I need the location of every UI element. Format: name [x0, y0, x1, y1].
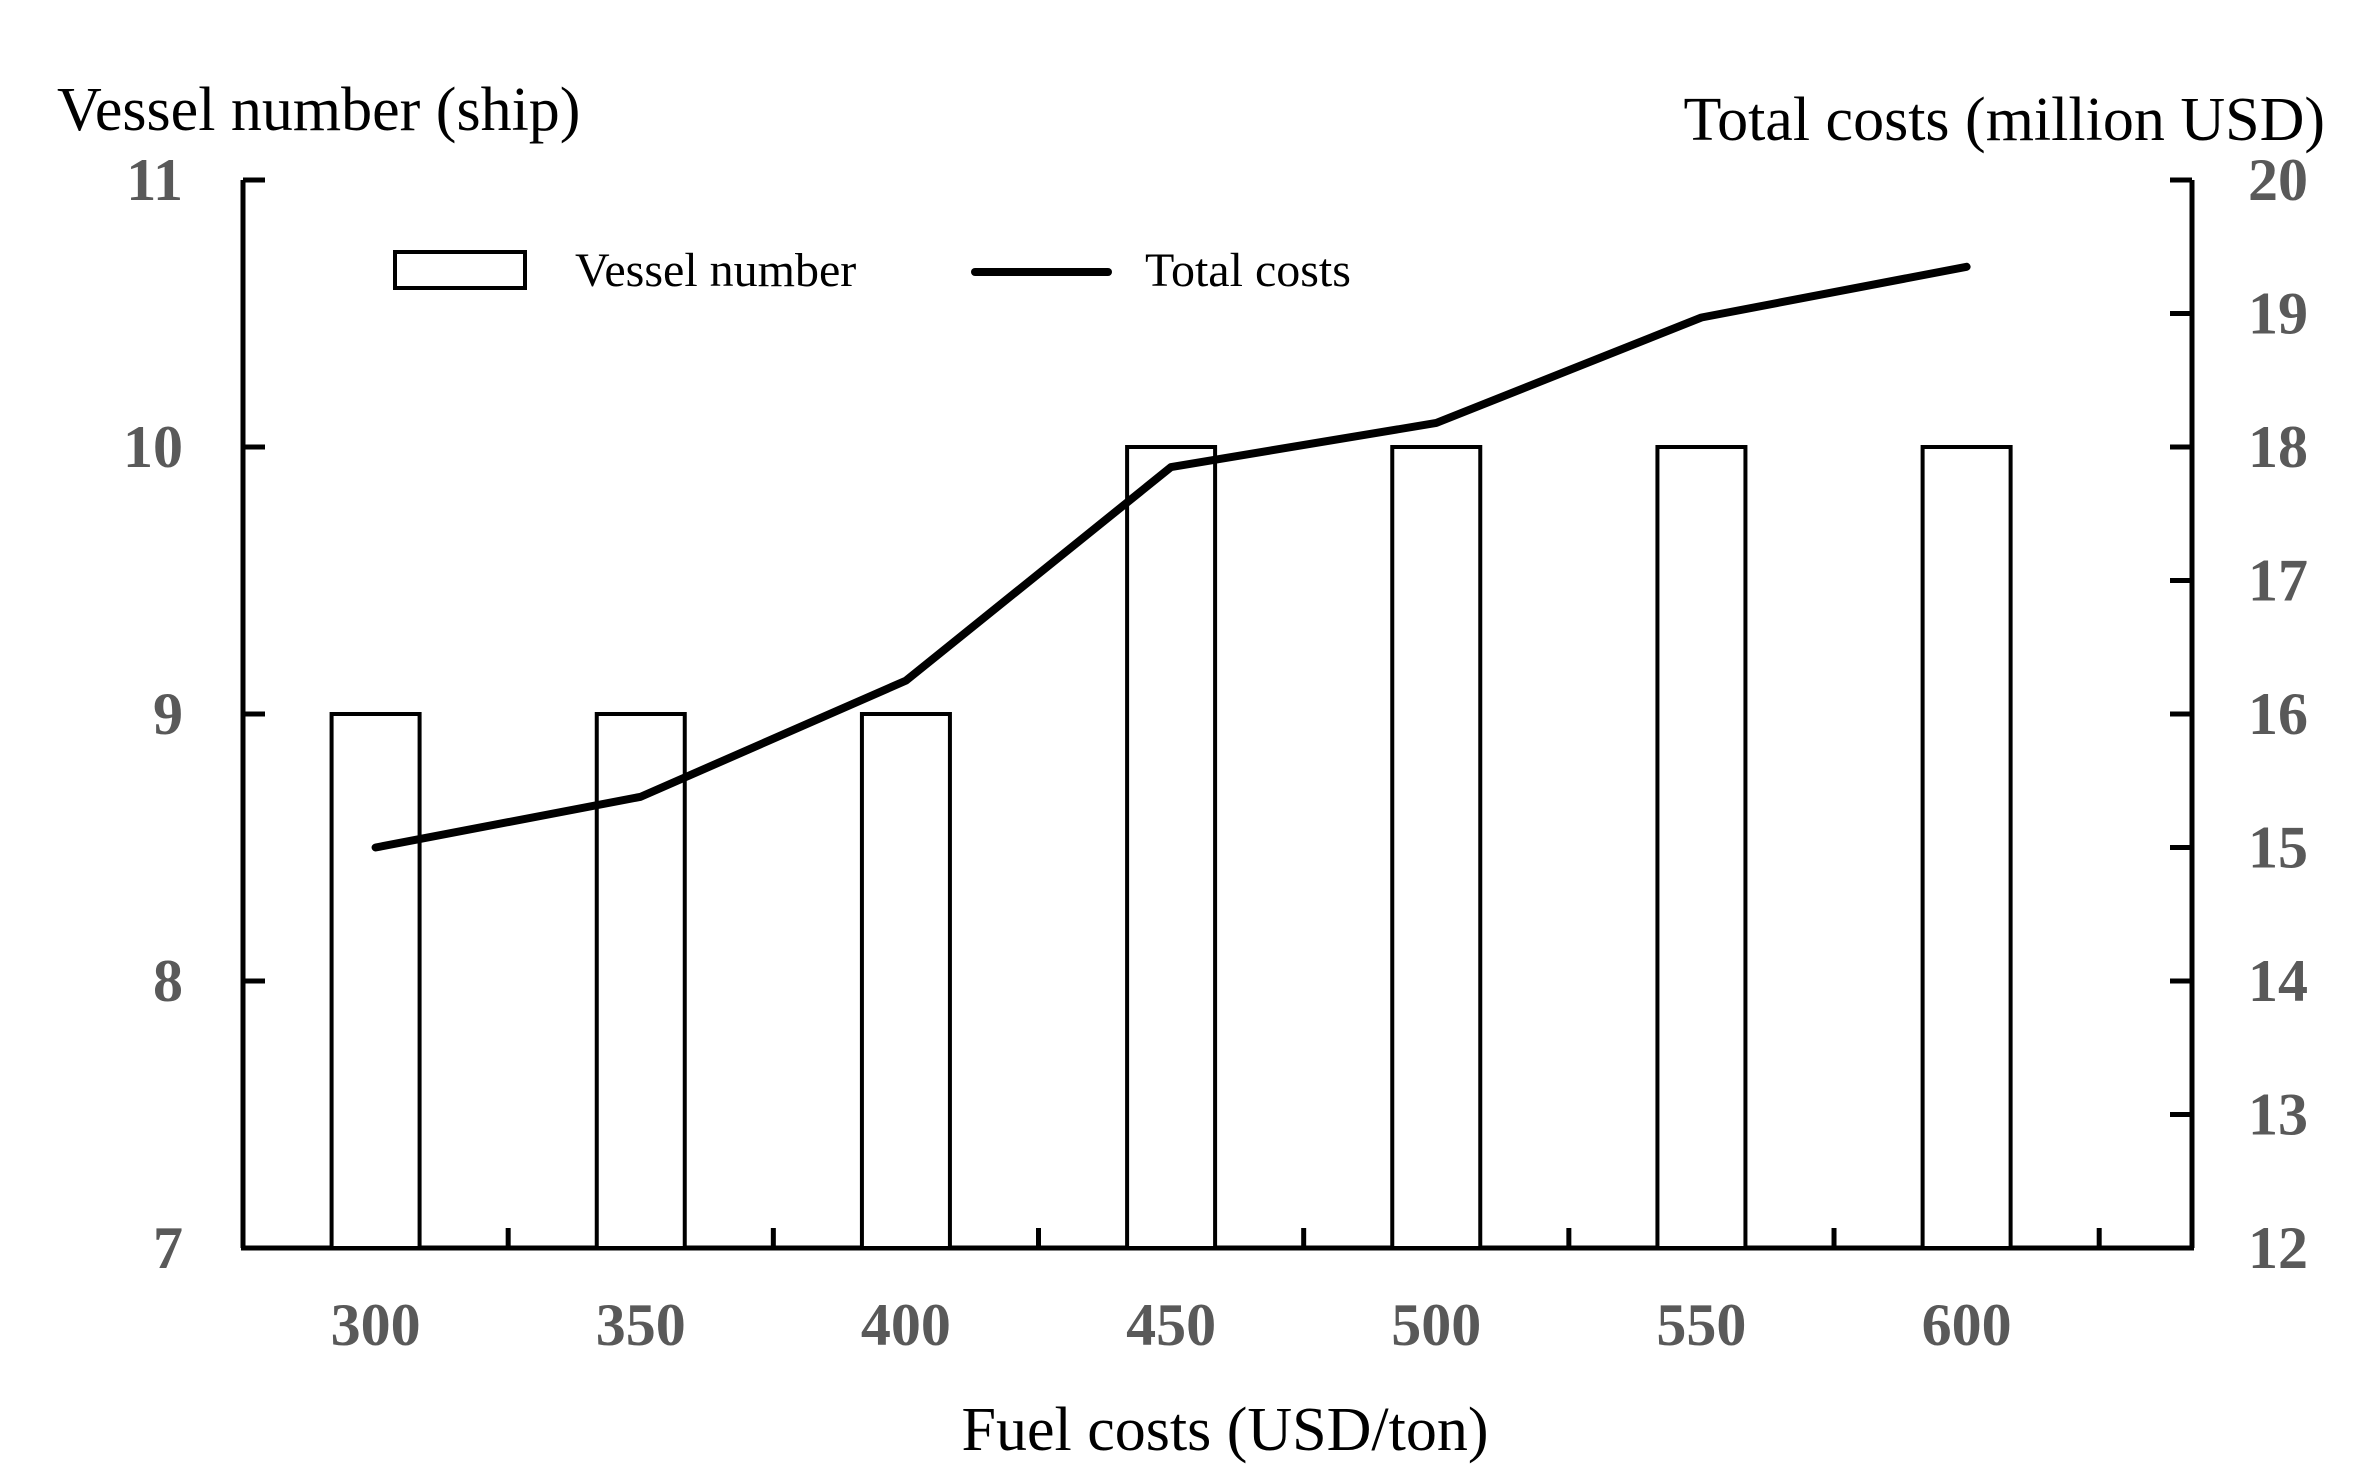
legend-label-vessel-number: Vessel number: [575, 244, 856, 297]
right-tick-label-19: 19: [2248, 281, 2308, 347]
x-tick-label-350: 350: [596, 1292, 686, 1358]
left-tick-label-11: 11: [126, 147, 183, 213]
x-tick-label-550: 550: [1656, 1292, 1746, 1358]
right-tick-label-20: 20: [2248, 147, 2308, 213]
total-costs-point-450: [1170, 466, 1173, 469]
right-tick-label-18: 18: [2248, 414, 2308, 480]
left-axis-title: Vessel number (ship): [57, 76, 580, 144]
total-costs-point-500: [1435, 421, 1438, 424]
x-tick-label-450: 450: [1126, 1292, 1216, 1358]
right-tick-label-13: 13: [2248, 1082, 2308, 1148]
x-tick-label-300: 300: [331, 1292, 421, 1358]
total-costs-point-600: [1965, 265, 1968, 268]
legend-swatch-vessel-number: [393, 250, 527, 290]
left-tick-label-8: 8: [153, 948, 183, 1014]
right-tick-label-16: 16: [2248, 681, 2308, 747]
legend-label-total-costs: Total costs: [1145, 244, 1351, 297]
left-tick-label-10: 10: [123, 414, 183, 480]
right-axis-title: Total costs (million USD): [1684, 86, 2325, 154]
bar-600: [1920, 445, 2013, 1250]
total-costs-point-400: [904, 679, 907, 682]
legend: Vessel number Total costs: [393, 244, 1351, 297]
x-tick-label-500: 500: [1391, 1292, 1481, 1358]
right-tick-label-15: 15: [2248, 815, 2308, 881]
bar-series-vessel-number: [329, 445, 2013, 1250]
axis-ticks: 7 8 9 10 11 12 13 14 15 16 17 18 19 20 300 350 400 450 500…: [123, 147, 2308, 1358]
bar-450: [1125, 445, 1218, 1250]
total-costs-point-350: [639, 795, 642, 798]
right-tick-label-17: 17: [2248, 548, 2308, 614]
total-costs-point-550: [1700, 316, 1703, 319]
line-series-total-costs: [371, 262, 1971, 852]
x-tick-label-400: 400: [861, 1292, 951, 1358]
right-tick-label-12: 12: [2248, 1215, 2308, 1281]
bar-550: [1655, 445, 1748, 1250]
bar-500: [1390, 445, 1483, 1250]
left-tick-label-7: 7: [153, 1215, 183, 1281]
bar-400: [859, 712, 952, 1250]
right-tick-label-14: 14: [2248, 948, 2308, 1014]
bar-300: [329, 712, 422, 1250]
left-tick-label-9: 9: [153, 681, 183, 747]
total-costs-point-300: [374, 846, 377, 849]
x-axis-title: Fuel costs (USD/ton): [962, 1396, 1489, 1464]
x-tick-label-600: 600: [1922, 1292, 2012, 1358]
